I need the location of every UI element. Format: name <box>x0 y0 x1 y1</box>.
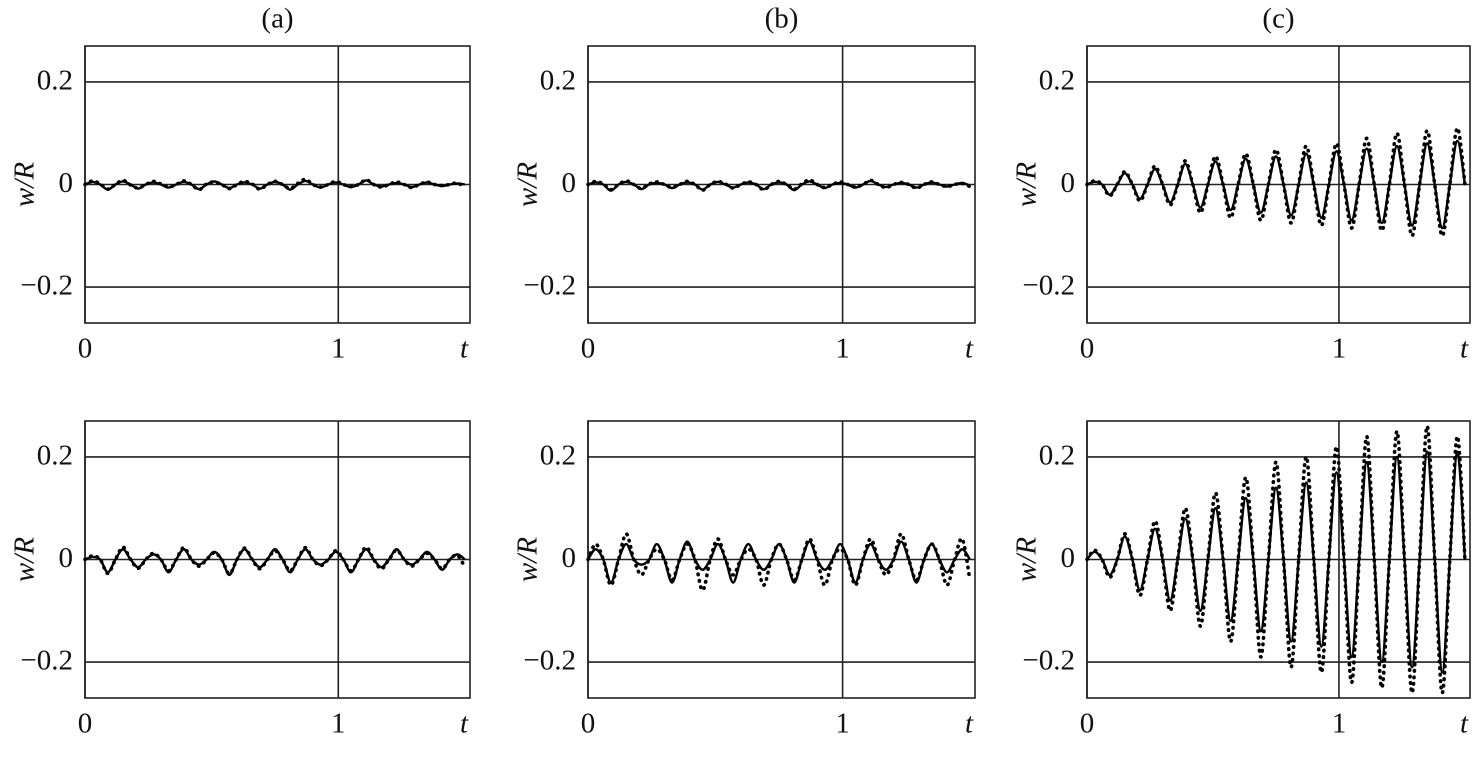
x-tick-label: 1 <box>1332 708 1347 740</box>
x-axis-label: t <box>1460 708 1469 740</box>
x-tick-label: 0 <box>581 708 596 740</box>
x-tick-label: 0 <box>1080 708 1095 740</box>
x-tick-label: 1 <box>1332 333 1347 365</box>
dotted-line <box>1085 126 1467 238</box>
y-tick-label: 0 <box>562 542 577 574</box>
dotted-line <box>1085 424 1467 695</box>
y-tick-label: −0.2 <box>523 645 576 677</box>
y-axis-label: w/R <box>9 537 41 582</box>
x-tick-label: 0 <box>78 708 93 740</box>
dotted-line <box>586 178 972 192</box>
y-tick-label: 0.2 <box>1039 440 1075 472</box>
y-tick-label: 0 <box>1061 167 1076 199</box>
x-tick-label: 1 <box>835 333 850 365</box>
dotted-line <box>586 532 972 593</box>
y-tick-label: −0.2 <box>1022 270 1075 302</box>
x-tick-label: 0 <box>581 333 596 365</box>
y-tick-label: 0 <box>1061 542 1076 574</box>
y-axis-label: w/R <box>1011 537 1043 582</box>
panel-title: (c) <box>1262 3 1294 35</box>
y-tick-label: 0 <box>59 542 74 574</box>
x-tick-label: 1 <box>835 708 850 740</box>
dotted-line <box>83 545 467 576</box>
y-axis-label: w/R <box>512 537 544 582</box>
x-axis-label: t <box>1460 333 1469 365</box>
x-axis-label: t <box>460 333 469 365</box>
y-tick-label: 0.2 <box>540 440 576 472</box>
y-tick-label: 0.2 <box>37 65 73 97</box>
y-tick-label: −0.2 <box>20 645 73 677</box>
y-tick-label: 0 <box>59 167 74 199</box>
y-tick-label: −0.2 <box>523 270 576 302</box>
x-axis-label: t <box>965 333 974 365</box>
y-tick-label: −0.2 <box>20 270 73 302</box>
y-tick-label: 0.2 <box>540 65 576 97</box>
x-tick-label: 1 <box>331 333 346 365</box>
y-axis-label: w/R <box>1011 162 1043 207</box>
x-tick-label: 1 <box>331 708 346 740</box>
y-axis-label: w/R <box>512 162 544 207</box>
y-tick-label: 0.2 <box>37 440 73 472</box>
x-tick-label: 0 <box>1080 333 1095 365</box>
x-axis-label: t <box>965 708 974 740</box>
panel-title: (b) <box>765 3 799 35</box>
dotted-line <box>83 177 467 192</box>
y-tick-label: −0.2 <box>1022 645 1075 677</box>
y-axis-label: w/R <box>9 162 41 207</box>
panel-title: (a) <box>261 3 293 35</box>
x-tick-label: 0 <box>78 333 93 365</box>
x-axis-label: t <box>460 708 469 740</box>
y-tick-label: 0 <box>562 167 577 199</box>
y-tick-label: 0.2 <box>1039 65 1075 97</box>
